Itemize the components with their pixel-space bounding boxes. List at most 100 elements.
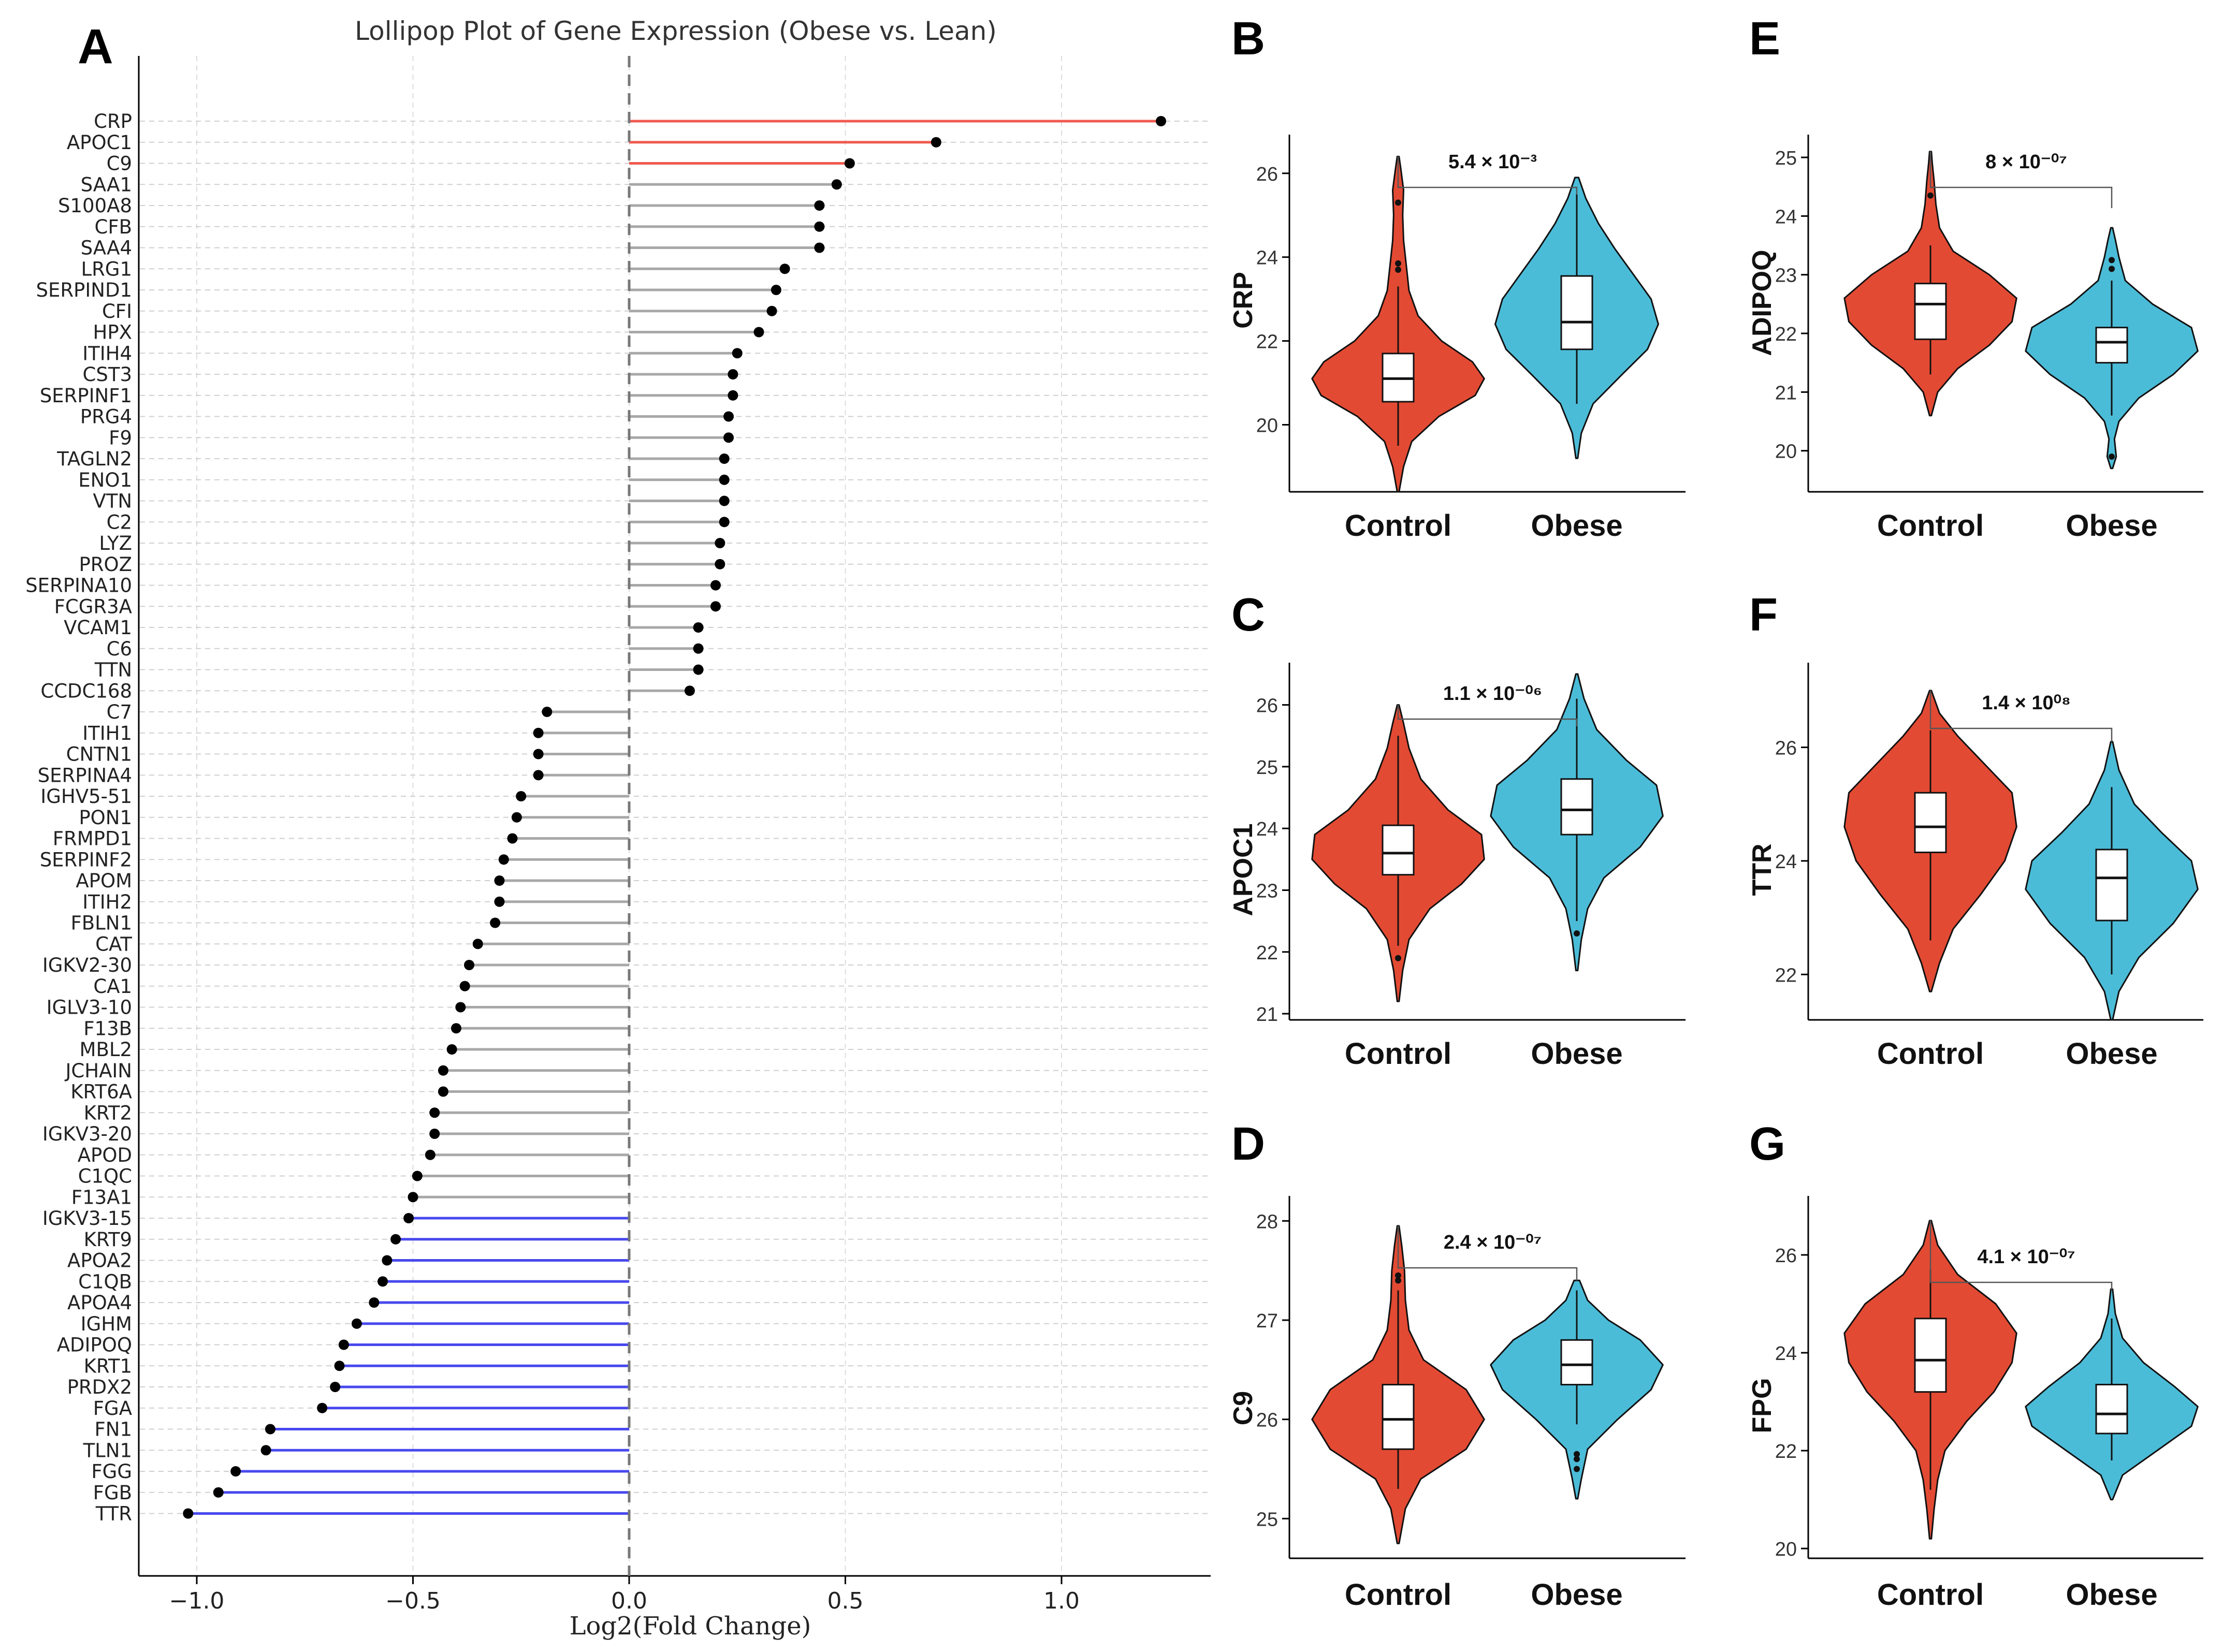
panel-letter-b: B [1231, 13, 1265, 65]
gene-label-krt6a: KRT6A [70, 1081, 132, 1103]
violin-apoc1-y-tick-label: 21 [1256, 1004, 1278, 1026]
gene-label-frmpd1: FRMPD1 [53, 828, 132, 850]
lollipop-dot-serpina10 [710, 580, 721, 591]
lollipop-dot-apoc1 [931, 137, 941, 148]
violin-ttr-y-tick-label: 22 [1775, 964, 1797, 986]
lollipop-dot-frmpd1 [507, 833, 518, 844]
gene-label-apoc1: APOC1 [67, 131, 132, 154]
violin-crp-y-label: CRP [1228, 272, 1258, 329]
lollipop-dot-cst3 [728, 369, 738, 379]
violin-adipoq-y-tick-label: 21 [1775, 382, 1797, 404]
violin-adipoq-y-tick-label: 20 [1775, 441, 1797, 463]
lollipop-dot-igkv3-20 [429, 1129, 440, 1139]
lollipop-dot-s100a8 [814, 200, 825, 211]
lollipop-dot-ighm [351, 1318, 362, 1329]
violin-fpg-y-tick-label: 20 [1775, 1539, 1797, 1560]
violin-c9-obese-box [1560, 1339, 1593, 1386]
lollipop-dot-igkv3-15 [403, 1213, 414, 1223]
lollipop-dot-ighv5-51 [516, 791, 527, 801]
lollipop-dot-fn1 [265, 1424, 275, 1435]
gene-label-cst3: CST3 [83, 363, 132, 386]
lollipop-dot-lrg1 [779, 264, 790, 274]
violin-crp-category-control: Control [1345, 509, 1451, 543]
gene-label-fgg: FGG [91, 1460, 132, 1483]
violin-adipoq-control-outlier [1927, 192, 1934, 199]
lollipop-dot-c6 [693, 643, 704, 654]
violin-c9-significance-bracket [1397, 1225, 1578, 1281]
violin-c9-control-outlier [1395, 1277, 1401, 1284]
violin-apoc1-y-tick-label: 22 [1256, 942, 1278, 964]
lollipop-dot-krt2 [429, 1107, 440, 1118]
violin-ttr-category-control: Control [1877, 1037, 1984, 1071]
lollipop-dot-apoa4 [369, 1297, 380, 1308]
violin-ttr-y-tick-label: 26 [1775, 738, 1797, 759]
panel-letter-f: F [1749, 589, 1778, 641]
gene-label-krt1: KRT1 [84, 1355, 132, 1377]
gene-label-saa1: SAA1 [81, 173, 132, 196]
lollipop-dot-tagln2 [719, 454, 730, 464]
gene-label-ttr: TTR [95, 1503, 132, 1525]
violin-adipoq-obese-outlier [2109, 266, 2115, 272]
violin-ttr-category-obese: Obese [2066, 1037, 2157, 1071]
gene-label-c9: C9 [107, 153, 132, 175]
violin-apoc1-p-value: 1.1 × 10⁻⁰⁶ [1443, 683, 1542, 705]
violin-apoc1-significance-bracket [1397, 705, 1578, 726]
x-tick-label: −0.5 [385, 1588, 441, 1614]
lollipop-dot-serpinf2 [498, 854, 509, 865]
lollipop-dot-tln1 [260, 1445, 271, 1456]
lollipop-dot-c9 [844, 158, 855, 169]
gene-label-fn1: FN1 [94, 1419, 132, 1441]
gene-label-igkv2-30: IGKV2-30 [42, 954, 132, 976]
lollipop-dot-vtn [719, 495, 730, 506]
violin-c9-category-obese: Obese [1531, 1578, 1622, 1612]
gene-label-fcgr3a: FCGR3A [54, 595, 132, 618]
gene-label-cfi: CFI [102, 300, 132, 323]
gene-label-apod: APOD [78, 1144, 132, 1166]
violin-crp-control-outlier [1395, 266, 1401, 273]
lollipop-dot-itih4 [732, 348, 743, 359]
violin-panel-crp: B 20 22 24 26 CRP Control Obese 5.4 × 10⁻³ [1228, 13, 1686, 543]
gene-label-f13b: F13B [83, 1017, 132, 1040]
gene-label-adipoq: ADIPOQ [57, 1334, 132, 1356]
violin-fpg-category-obese: Obese [2066, 1578, 2157, 1612]
violin-fpg-y-tick-label: 24 [1775, 1343, 1797, 1365]
gene-label-serpina10: SERPINA10 [25, 575, 132, 597]
violin-apoc1-y-tick-label: 25 [1256, 757, 1278, 779]
violin-ttr-p-value: 1.4 × 10⁰⁸ [1982, 692, 2071, 714]
violin-adipoq-obese-box [2095, 327, 2128, 364]
lollipop-dot-fgg [230, 1466, 241, 1476]
panel-letter-d: D [1231, 1118, 1265, 1170]
lollipop-dot-igkv2-30 [464, 960, 475, 970]
lollipop-stems [183, 116, 1167, 1519]
lollipop-dot-serpinf1 [728, 390, 738, 401]
violin-panel-adipoq: E 20 21 22 23 24 25 ADIPOQ Control Obese 8 × 10⁻⁰… [1747, 13, 2203, 543]
lollipop-dot-hpx [753, 327, 764, 338]
violin-adipoq-obese-outlier [2109, 257, 2115, 264]
violin-panel-apoc1: C 21 22 23 24 25 26 APOC1 Control Obese 1.1 × 10⁻… [1228, 589, 1686, 1071]
lollipop-dot-apoa2 [382, 1255, 393, 1266]
panel-letter-e: E [1749, 13, 1780, 65]
lollipop-dot-c1qc [412, 1171, 423, 1181]
gene-label-tagln2: TAGLN2 [56, 448, 132, 470]
violin-crp-significance-bracket [1397, 156, 1578, 195]
violin-adipoq-y-tick-label: 24 [1775, 206, 1797, 228]
violin-fpg-obese-box [2095, 1383, 2128, 1435]
lollipop-dot-prdx2 [330, 1382, 341, 1392]
violin-c9-y-tick-label: 28 [1256, 1211, 1278, 1233]
violin-adipoq-p-value: 8 × 10⁻⁰⁷ [1985, 151, 2067, 173]
x-tick-label: −1.0 [169, 1588, 225, 1614]
gene-label-serpinf1: SERPINF1 [40, 385, 132, 407]
gene-labels: CRPAPOC1C9SAA1S100A8CFBSAA4LRG1SERPIND1C… [25, 110, 132, 1525]
violin-ttr-significance-bracket [1929, 690, 2113, 742]
violin-c9-obese-outlier [1574, 1451, 1580, 1457]
lollipop-dot-adipoq [338, 1339, 349, 1350]
lollipop-dot-fcgr3a [710, 601, 721, 612]
gene-label-ttn: TTN [94, 659, 132, 681]
violin-c9-y-label: C9 [1228, 1391, 1258, 1425]
lollipop-x-ticks: −1.0 −0.5 0.0 0.5 1.0 [169, 1576, 1080, 1614]
gene-label-pon1: PON1 [79, 807, 132, 829]
violin-adipoq-category-control: Control [1877, 509, 1984, 543]
violin-fpg-p-value: 4.1 × 10⁻⁰⁷ [1977, 1246, 2075, 1268]
gene-label-f9: F9 [109, 427, 132, 449]
violin-fpg-category-control: Control [1877, 1578, 1984, 1612]
